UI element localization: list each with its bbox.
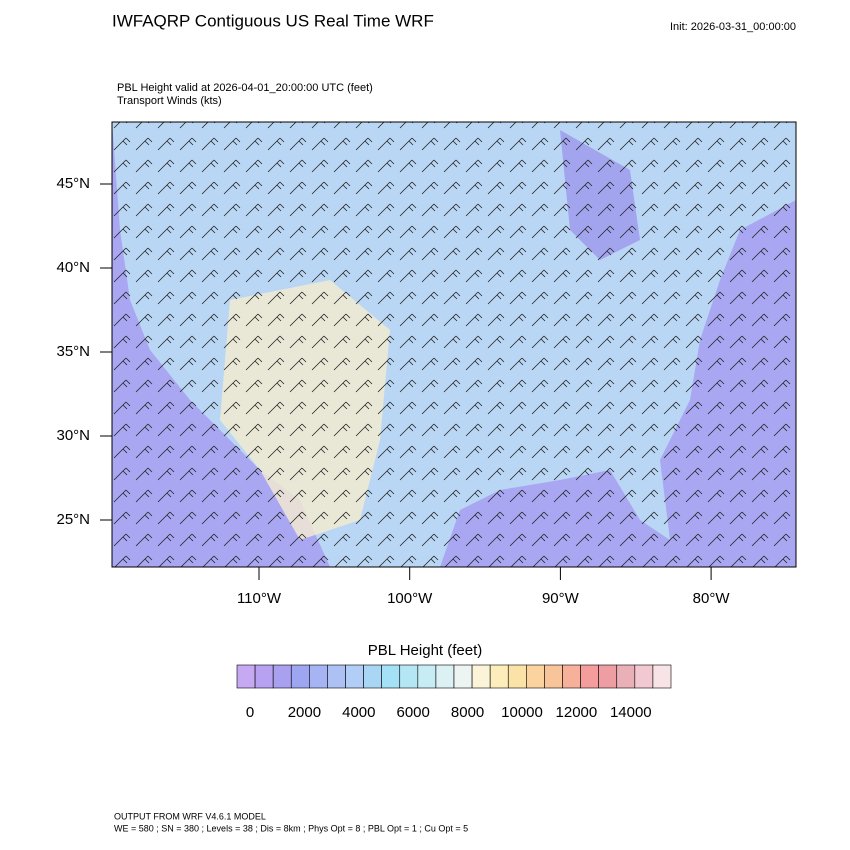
colorbar-box [453, 664, 473, 689]
y-tick-label: 30°N [56, 427, 90, 444]
colorbar-box [327, 664, 346, 689]
colorbar-tick-label: 14000 [610, 704, 652, 721]
colorbar-box [381, 664, 401, 689]
wind-barbs [112, 122, 796, 567]
colorbar-tick-label: 2000 [288, 704, 321, 721]
colorbar-box [309, 664, 328, 689]
field-label: PBL Height valid at 2026-04-01_20:00:00 … [117, 82, 373, 94]
colorbar-tick-label: 12000 [556, 704, 598, 721]
colorbar-box [435, 664, 455, 689]
colorbar-box [489, 664, 509, 689]
colorbar-box [345, 664, 364, 689]
colorbar-box [507, 664, 527, 689]
colorbar-tick-label: 0 [246, 704, 254, 721]
x-tick-label: 100°W [387, 590, 433, 607]
colorbar-tick-label: 6000 [397, 704, 430, 721]
colorbar-box [471, 664, 491, 689]
map [111, 121, 797, 568]
colorbar-box [616, 664, 636, 689]
colorbar-box [272, 664, 292, 689]
colorbar-box [544, 664, 563, 689]
colorbar-box [580, 664, 599, 689]
colorbar-box [399, 664, 419, 689]
colorbar-box [634, 664, 654, 689]
x-tick-label: 110°W [237, 590, 282, 607]
colorbar-box [526, 664, 545, 689]
colorbar-box [236, 664, 256, 689]
overlay-label: Transport Winds (kts) [117, 95, 222, 107]
colorbar-box [562, 664, 581, 689]
x-tick-label: 90°W [542, 590, 580, 607]
footer-line: OUTPUT FROM WRF V4.6.1 MODEL [114, 811, 266, 821]
colorbar-title: PBL Height (feet) [368, 642, 483, 659]
colorbar-tick-label: 10000 [501, 704, 543, 721]
colorbar-tick-label: 4000 [342, 704, 375, 721]
title: IWFAQRP Contiguous US Real Time WRF [112, 11, 434, 30]
colorbar-box [598, 664, 618, 689]
colorbar-tick-label: 8000 [451, 704, 484, 721]
x-tick-label: 80°W [693, 590, 731, 607]
map-frame [111, 121, 797, 568]
y-tick-label: 45°N [56, 175, 90, 192]
colorbar-box [417, 664, 437, 689]
colorbar-box [254, 664, 274, 689]
y-tick-label: 40°N [56, 259, 90, 276]
footer-line: WE = 580 ; SN = 380 ; Levels = 38 ; Dis … [114, 823, 468, 833]
colorbar-box [363, 664, 382, 689]
colorbar-box [652, 664, 672, 689]
y-tick-label: 25°N [56, 511, 90, 528]
y-tick-label: 35°N [56, 343, 90, 360]
init-time: Init: 2026-03-31_00:00:00 [670, 21, 796, 33]
colorbar-box [290, 664, 310, 689]
